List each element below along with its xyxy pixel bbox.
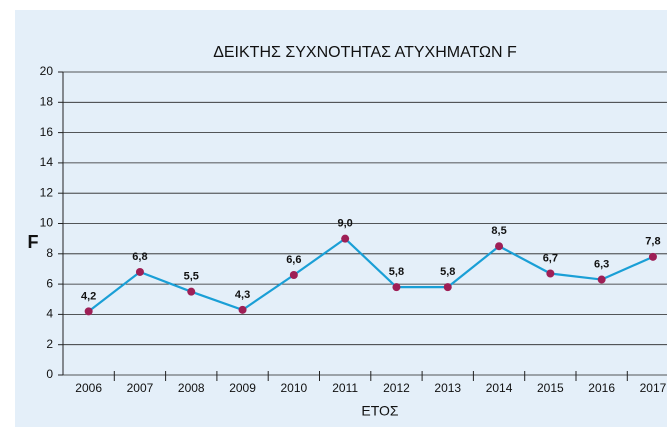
x-tick-label: 2011 — [332, 381, 358, 395]
chart-title: ΔΕΙΚΤΗΣ ΣΥΧΝΟΤΗΤΑΣ ΑΤΥΧΗΜΑΤΩΝ F — [213, 44, 517, 61]
data-label: 4,2 — [81, 290, 96, 302]
data-label: 6,6 — [286, 254, 301, 266]
y-tick-label: 12 — [40, 185, 54, 199]
data-label: 6,8 — [132, 251, 147, 263]
marker — [84, 307, 93, 316]
y-tick-label: 4 — [46, 307, 53, 321]
series-line — [87, 237, 654, 313]
data-label: 5,5 — [184, 271, 199, 283]
y-tick-label: 10 — [40, 216, 54, 230]
marker — [392, 283, 401, 292]
x-tick-label: 2017 — [640, 381, 667, 395]
x-tick-label: 2007 — [127, 381, 154, 395]
marker — [597, 275, 606, 284]
x-tick-label: 2009 — [229, 381, 256, 395]
y-tick-label: 20 — [40, 64, 54, 78]
panel — [15, 10, 667, 427]
x-tick-label: 2008 — [178, 381, 205, 395]
marker — [135, 267, 144, 276]
marker — [238, 305, 247, 314]
marker — [648, 252, 657, 261]
data-label: 7,8 — [645, 236, 660, 248]
data-label: 5,8 — [389, 266, 404, 278]
x-tick-label: 2012 — [383, 381, 410, 395]
marker — [495, 242, 504, 251]
data-label: 6,7 — [543, 252, 558, 264]
x-tick-label: 2016 — [588, 381, 615, 395]
marker — [187, 287, 196, 296]
y-tick-label: 14 — [40, 155, 54, 169]
x-tick-label: 2010 — [280, 381, 307, 395]
y-tick-label: 6 — [46, 276, 53, 290]
x-tick-label: 2006 — [75, 381, 102, 395]
data-label: 8,5 — [491, 225, 506, 237]
y-tick-label: 0 — [46, 367, 53, 381]
marker — [443, 283, 452, 292]
data-label: 4,3 — [235, 289, 250, 301]
y-tick-label: 2 — [46, 337, 53, 351]
y-tick-label: 16 — [40, 125, 54, 139]
data-label: 9,0 — [338, 218, 353, 230]
x-axis-label: ΕΤΟΣ — [361, 403, 399, 419]
marker — [341, 234, 350, 243]
y-axis-label: F — [28, 232, 39, 252]
x-tick-label: 2015 — [537, 381, 564, 395]
marker — [546, 269, 555, 278]
data-label: 6,3 — [594, 258, 609, 270]
y-tick-label: 8 — [46, 246, 53, 260]
data-label: 5,8 — [440, 266, 455, 278]
y-tick-label: 18 — [40, 94, 54, 108]
x-tick-label: 2013 — [434, 381, 461, 395]
x-tick-label: 2014 — [486, 381, 513, 395]
marker — [289, 271, 298, 280]
